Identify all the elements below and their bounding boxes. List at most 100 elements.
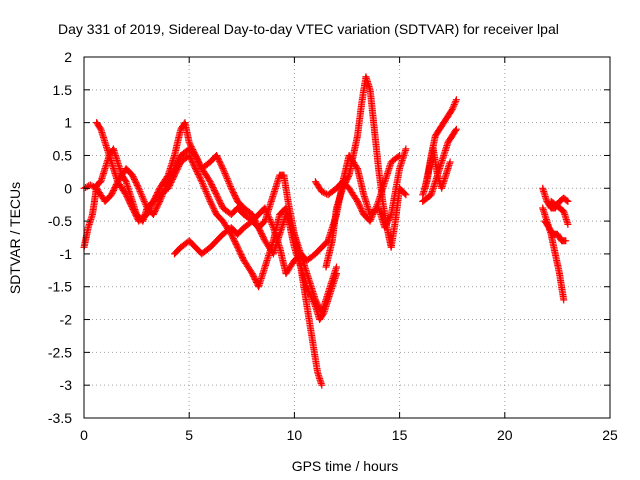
data-point bbox=[134, 183, 142, 191]
data-point bbox=[222, 173, 230, 181]
data-point bbox=[283, 214, 291, 222]
data-point bbox=[449, 104, 457, 112]
data-point bbox=[135, 184, 143, 192]
data-point bbox=[344, 173, 352, 181]
data-point bbox=[140, 196, 148, 204]
data-point bbox=[452, 125, 460, 133]
data-point bbox=[159, 189, 167, 197]
y-tick-label: -3.5 bbox=[48, 410, 72, 426]
data-point bbox=[265, 214, 273, 222]
data-point bbox=[137, 189, 145, 197]
data-point bbox=[110, 187, 117, 194]
data-point bbox=[88, 182, 96, 190]
data-point bbox=[203, 191, 211, 199]
data-point bbox=[452, 96, 460, 104]
data-point bbox=[189, 159, 197, 167]
data-point bbox=[172, 162, 180, 170]
data-point bbox=[370, 209, 378, 217]
data-point bbox=[216, 159, 224, 167]
data-point bbox=[165, 176, 173, 184]
data-point bbox=[223, 174, 231, 182]
data-point bbox=[135, 186, 143, 194]
data-point bbox=[333, 263, 340, 271]
data-point bbox=[562, 237, 570, 245]
data-point bbox=[127, 201, 135, 209]
data-point bbox=[402, 191, 410, 199]
data-point bbox=[251, 275, 259, 283]
data-point bbox=[356, 203, 364, 211]
data-point bbox=[262, 207, 270, 215]
data-point bbox=[220, 166, 228, 174]
data-point bbox=[318, 381, 326, 389]
data-point bbox=[396, 152, 404, 159]
data-point bbox=[136, 188, 144, 196]
data-point bbox=[161, 184, 169, 192]
series-8 bbox=[421, 145, 454, 192]
data-point bbox=[229, 189, 237, 197]
data-point bbox=[152, 192, 160, 200]
data-point bbox=[366, 217, 374, 225]
data-point bbox=[372, 204, 380, 212]
data-point bbox=[369, 211, 377, 218]
data-point bbox=[161, 186, 169, 194]
data-point bbox=[374, 199, 382, 207]
data-point bbox=[448, 106, 456, 113]
data-point bbox=[452, 97, 460, 105]
data-point bbox=[82, 184, 90, 191]
data-point bbox=[204, 193, 212, 200]
data-point bbox=[394, 153, 402, 160]
data-point bbox=[195, 159, 203, 167]
data-point bbox=[373, 202, 380, 210]
data-point bbox=[370, 207, 378, 215]
data-point bbox=[218, 163, 226, 171]
data-point bbox=[560, 296, 568, 304]
data-point bbox=[285, 217, 293, 225]
data-point bbox=[213, 191, 221, 199]
x-tick-label: 5 bbox=[185, 427, 193, 443]
data-point bbox=[229, 233, 237, 241]
data-point bbox=[202, 188, 210, 196]
series-10 bbox=[539, 204, 568, 304]
data-point bbox=[286, 220, 294, 228]
x-tick-label: 10 bbox=[287, 427, 303, 443]
y-tick-label: -2 bbox=[60, 312, 73, 328]
data-point bbox=[450, 102, 458, 110]
data-point bbox=[221, 170, 229, 177]
data-point bbox=[83, 183, 91, 191]
data-point bbox=[199, 181, 207, 189]
data-point bbox=[158, 193, 166, 200]
data-point bbox=[450, 101, 458, 109]
data-point bbox=[162, 183, 170, 191]
data-point bbox=[197, 176, 205, 184]
x-tick-label: 15 bbox=[392, 427, 408, 443]
data-point bbox=[368, 214, 375, 222]
data-point bbox=[368, 212, 376, 220]
data-point bbox=[446, 158, 454, 166]
data-point bbox=[318, 188, 326, 196]
data-point bbox=[564, 220, 572, 228]
y-tick-label: 0.5 bbox=[53, 147, 73, 163]
data-point bbox=[258, 231, 266, 239]
data-point bbox=[105, 152, 113, 159]
data-point bbox=[157, 194, 165, 202]
data-point bbox=[367, 216, 375, 223]
data-point bbox=[225, 179, 233, 187]
data-point bbox=[264, 211, 272, 218]
data-point bbox=[138, 191, 145, 199]
data-point bbox=[315, 303, 323, 311]
data-point bbox=[563, 197, 571, 205]
data-point bbox=[219, 165, 227, 173]
x-tick-label: 20 bbox=[497, 427, 513, 443]
data-point bbox=[265, 212, 272, 220]
data-point bbox=[401, 190, 409, 198]
data-point bbox=[452, 127, 460, 134]
data-point bbox=[131, 208, 138, 216]
data-point bbox=[140, 197, 148, 205]
data-point bbox=[222, 171, 230, 179]
data-point bbox=[373, 201, 381, 209]
data-point bbox=[225, 178, 232, 186]
series-5 bbox=[311, 152, 404, 225]
data-point bbox=[227, 183, 235, 191]
series-1 bbox=[93, 119, 326, 389]
data-point bbox=[159, 191, 166, 199]
